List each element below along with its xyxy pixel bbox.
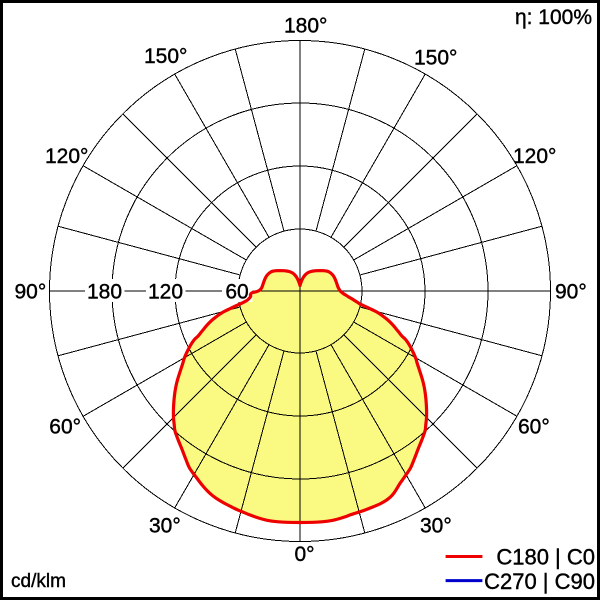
svg-text:120°: 120° <box>45 145 88 168</box>
svg-text:η: 100%: η: 100% <box>515 6 592 29</box>
svg-text:cd/klm: cd/klm <box>11 571 66 592</box>
svg-text:120: 120 <box>148 281 183 304</box>
svg-text:30°: 30° <box>420 515 452 538</box>
svg-text:0°: 0° <box>295 543 315 566</box>
svg-text:30°: 30° <box>149 515 181 538</box>
svg-text:180°: 180° <box>284 15 327 38</box>
svg-text:180: 180 <box>87 281 122 304</box>
svg-text:90°: 90° <box>15 281 47 304</box>
svg-text:C180 | C0: C180 | C0 <box>496 545 595 570</box>
svg-text:150°: 150° <box>144 45 187 68</box>
svg-text:C270 | C90: C270 | C90 <box>484 569 595 594</box>
svg-text:60: 60 <box>225 281 248 304</box>
svg-text:60°: 60° <box>518 416 550 439</box>
svg-text:120°: 120° <box>513 145 556 168</box>
svg-text:150°: 150° <box>414 47 457 70</box>
svg-text:90°: 90° <box>555 281 587 304</box>
svg-text:60°: 60° <box>49 416 81 439</box>
